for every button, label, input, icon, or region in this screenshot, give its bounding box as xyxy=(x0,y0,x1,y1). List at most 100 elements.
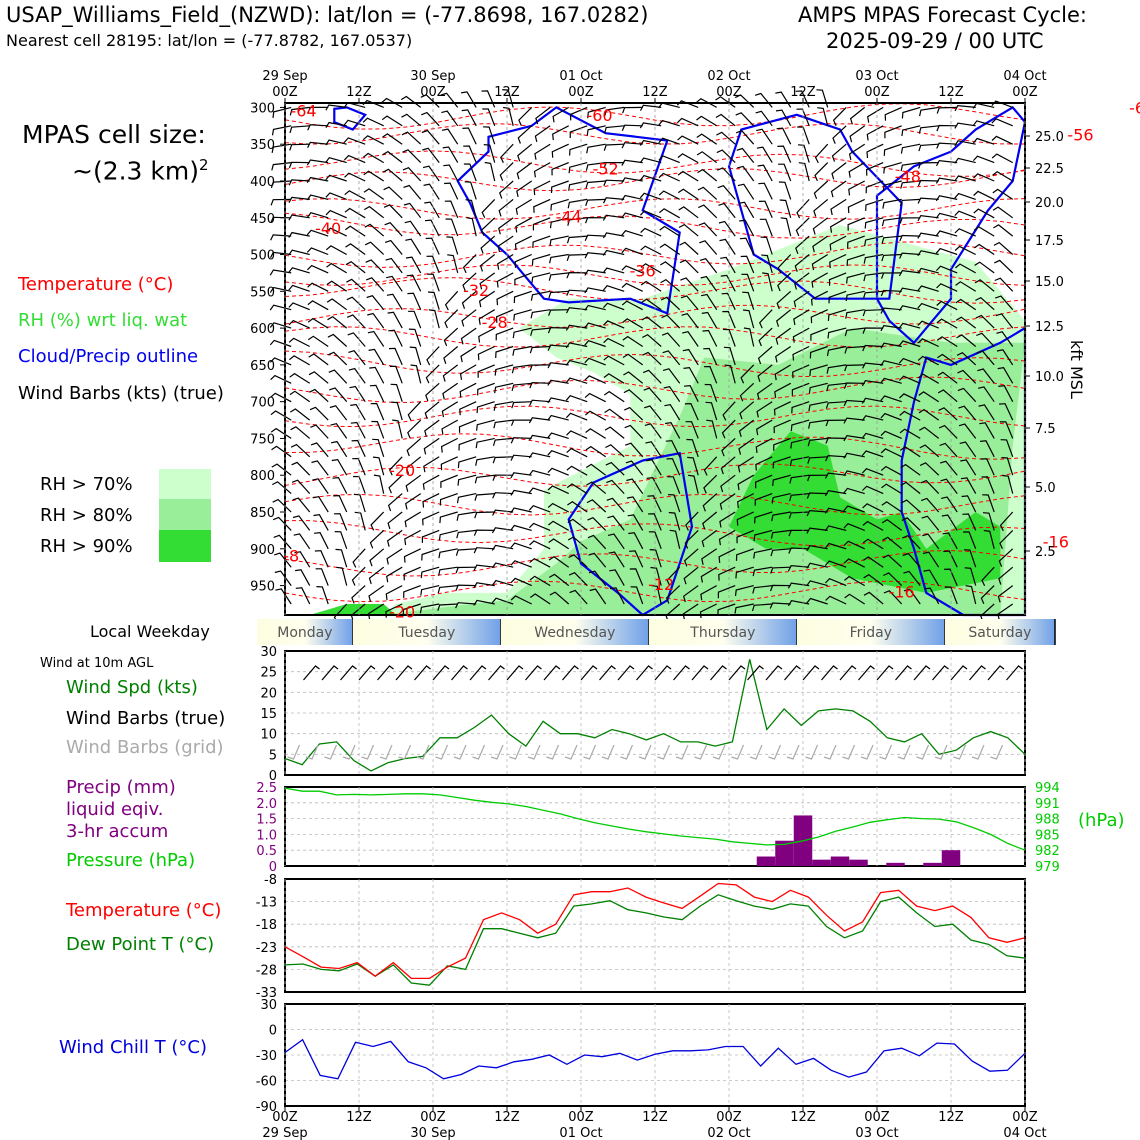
top-hour-label: 00Z xyxy=(1012,85,1038,100)
wind-barb xyxy=(881,235,902,244)
wind-barb xyxy=(372,456,385,476)
wind-barb xyxy=(566,271,588,279)
wind-barb xyxy=(352,548,366,568)
wind-barb xyxy=(918,408,940,421)
wind-barb xyxy=(514,235,532,251)
wind-barb xyxy=(814,162,829,182)
wind-barb xyxy=(662,368,681,384)
pressure-tick-label: 450 xyxy=(250,212,275,227)
wind-barb xyxy=(303,665,320,681)
wind-barb xyxy=(584,287,606,294)
wind-barb xyxy=(806,527,828,534)
wind-barb xyxy=(646,477,662,494)
wind-barb xyxy=(621,265,643,274)
kft-tick-label: 17.5 xyxy=(1035,234,1064,249)
wind-barb xyxy=(862,327,884,334)
wind-barb xyxy=(288,231,310,238)
wind-barb xyxy=(511,382,532,391)
cycle-date: 2025-09-29 / 00 UTC xyxy=(826,29,1044,53)
wind-barb xyxy=(603,320,625,329)
wind-barb xyxy=(883,162,902,174)
isotherm-label: -40 xyxy=(315,219,341,238)
wind-barb xyxy=(441,110,459,127)
wind-barb xyxy=(585,445,607,458)
isotherm-label: -16 xyxy=(1043,532,1069,551)
wind-barb xyxy=(569,143,588,156)
wind-barb xyxy=(422,511,440,526)
wind-barb xyxy=(460,345,477,363)
wind-barb-grid xyxy=(897,744,911,760)
wind-barb xyxy=(455,602,477,609)
pressure-tick-label: 500 xyxy=(250,249,275,264)
weekday-band xyxy=(796,619,945,645)
wind-barb xyxy=(606,497,625,513)
wind-barb xyxy=(603,390,625,403)
wind-barb xyxy=(325,209,347,219)
wind-barb xyxy=(621,247,643,256)
wind-barb xyxy=(444,182,459,200)
wind-barb xyxy=(899,198,921,207)
precip-bar xyxy=(830,856,850,866)
wind-barb xyxy=(796,198,810,219)
wind-barb xyxy=(495,327,514,341)
wind-barb xyxy=(662,350,681,366)
wind-barb xyxy=(321,665,339,681)
wind-barb xyxy=(917,197,939,204)
wind-barb xyxy=(882,198,902,209)
wind-barb xyxy=(547,326,569,334)
wind-barb xyxy=(552,106,569,123)
wind-barb xyxy=(884,106,902,121)
wind-barb xyxy=(993,224,1014,237)
wind-barb xyxy=(902,552,921,568)
wind-barb xyxy=(603,162,625,169)
wind-barb xyxy=(346,278,366,292)
wind-barb xyxy=(960,459,977,476)
wind-barb xyxy=(696,151,718,164)
wind-barb xyxy=(290,443,311,458)
wind-barb xyxy=(792,327,810,343)
wind-barb xyxy=(979,440,995,458)
wind-barb xyxy=(843,417,865,424)
wind-barb xyxy=(719,238,736,255)
wind-barb xyxy=(369,366,385,384)
wind-barb xyxy=(898,270,921,277)
wind-barb-grid xyxy=(564,744,578,760)
wind-barb xyxy=(547,485,569,495)
wind-barb xyxy=(270,427,292,439)
wind-barb xyxy=(528,434,551,441)
wind-barb xyxy=(717,603,736,616)
wind-barb xyxy=(758,309,773,329)
precip-bar xyxy=(923,862,942,866)
wind-barb xyxy=(668,511,681,531)
wind-barb xyxy=(529,345,551,354)
wind-barb xyxy=(568,162,588,174)
wind-barb xyxy=(424,419,440,437)
wind-barb-grid xyxy=(823,744,837,760)
wind-barb xyxy=(288,214,310,221)
wind-barb xyxy=(516,162,533,180)
wind-barb xyxy=(825,595,847,605)
wind-barb xyxy=(288,196,310,203)
wind-barb xyxy=(762,272,773,292)
wind-barb xyxy=(405,238,422,255)
wind-barb xyxy=(775,327,792,345)
wind-barb xyxy=(643,387,662,403)
wind-barb xyxy=(511,364,532,374)
wind-barb xyxy=(331,458,348,476)
wind-barb xyxy=(810,290,828,306)
weekday-band xyxy=(944,619,1055,645)
wind-barb xyxy=(292,497,311,513)
wind-barb xyxy=(439,511,458,524)
wind-barb xyxy=(921,515,940,531)
wind-barb xyxy=(636,665,653,681)
wind-barb xyxy=(552,125,569,141)
wind-barb xyxy=(673,665,690,681)
wind-barb xyxy=(995,313,1014,329)
wind-barb xyxy=(483,144,496,163)
wind-barb-grid xyxy=(990,744,1004,760)
wind-barb xyxy=(624,424,644,439)
precip-bar xyxy=(886,862,905,866)
wind-barb xyxy=(602,267,625,274)
wind-barb xyxy=(996,331,1014,347)
wind-barb xyxy=(473,529,495,536)
